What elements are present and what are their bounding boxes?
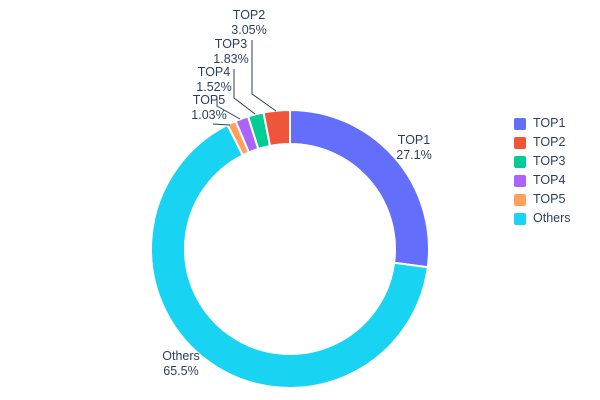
legend-item-top2[interactable]: TOP2 <box>514 133 571 152</box>
slice-label-top3: TOP3 1.83% <box>213 37 248 67</box>
legend-swatch-top5 <box>514 193 526 206</box>
slice-label-percent: 1.03% <box>191 108 227 122</box>
slice-label-percent: 3.05% <box>231 23 267 37</box>
legend-item-others[interactable]: Others <box>514 209 571 228</box>
legend-item-top3[interactable]: TOP3 <box>514 152 571 171</box>
donut-slices <box>150 108 430 389</box>
slice-label-percent: 27.1% <box>396 148 432 162</box>
slice-label-top5: TOP5 1.03% <box>191 93 226 123</box>
legend-swatch-top1 <box>514 117 526 130</box>
legend-swatch-top3 <box>514 155 526 168</box>
legend-label-top1: TOP1 <box>533 116 566 130</box>
legend-swatch-others <box>514 212 526 225</box>
slice-label-percent: 65.5% <box>163 364 199 378</box>
slice-label-name: TOP3 <box>214 37 248 51</box>
legend-label-top5: TOP5 <box>533 192 566 206</box>
slice-label-percent: 1.83% <box>213 52 249 66</box>
slice-label-name: TOP4 <box>197 65 231 79</box>
slice-label-name: TOP5 <box>192 93 226 107</box>
leader-line-top2 <box>251 40 277 112</box>
slice-label-name: TOP2 <box>232 8 266 22</box>
leader-line-top3 <box>233 69 256 115</box>
slice-label-name: Others <box>162 349 200 363</box>
legend-label-top2: TOP2 <box>533 135 566 149</box>
slice-label-name: TOP1 <box>397 133 431 147</box>
legend-label-top4: TOP4 <box>533 173 566 187</box>
leader-line-top5 <box>212 123 231 126</box>
slice-label-top2: TOP2 3.05% <box>231 8 266 38</box>
legend-item-top4[interactable]: TOP4 <box>514 171 571 190</box>
slice-label-others: Others 65.5% <box>162 349 200 379</box>
legend-label-others: Others <box>533 211 571 225</box>
slice-top2[interactable] <box>262 108 291 148</box>
legend-label-top3: TOP3 <box>533 154 566 168</box>
slice-others[interactable] <box>150 123 429 389</box>
legend-item-top5[interactable]: TOP5 <box>514 190 571 209</box>
leader-line-top4 <box>216 97 241 120</box>
legend-swatch-top2 <box>514 136 526 149</box>
slice-label-percent: 1.52% <box>196 80 232 94</box>
slice-label-top4: TOP4 1.52% <box>196 65 231 95</box>
legend-swatch-top4 <box>514 174 526 187</box>
slice-label-top1: TOP1 27.1% <box>396 133 431 163</box>
legend-item-top1[interactable]: TOP1 <box>514 114 571 133</box>
legend: TOP1 TOP2 TOP3 TOP4 TOP5 Others <box>514 114 571 228</box>
